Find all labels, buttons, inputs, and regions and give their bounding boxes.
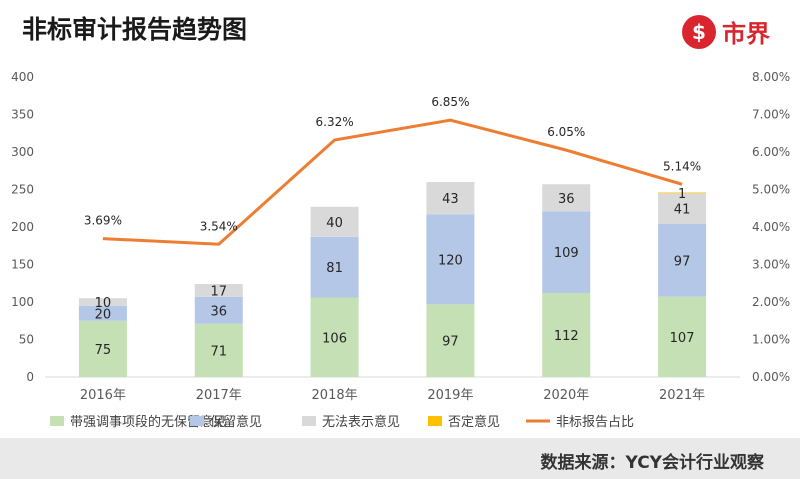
bar-value-label: 97	[442, 335, 459, 350]
y-right-tick-label: 3.00%	[752, 258, 790, 272]
legend-swatch	[302, 416, 316, 426]
bar-value-label: 17	[210, 284, 227, 299]
bar-value-label: 75	[95, 343, 112, 358]
x-tick-label: 2021年	[659, 388, 705, 403]
bar-segment	[658, 192, 707, 194]
bar-value-label: 107	[670, 331, 695, 346]
legend-label: 带强调事项段的无保留意见	[70, 414, 226, 430]
bar-segment	[78, 298, 127, 306]
bar-segment	[542, 184, 591, 212]
bar-value-label: 81	[326, 261, 343, 276]
bar-value-label: 120	[438, 253, 463, 268]
title-bar: 非标审计报告趋势图 $ 市界	[0, 0, 800, 58]
legend-label: 无法表示意见	[322, 414, 400, 430]
bar-segment	[78, 305, 127, 321]
bar-segment	[658, 224, 707, 297]
footer-band	[0, 438, 800, 479]
y-right-tick-label: 7.00%	[752, 108, 790, 122]
bar-segment	[658, 193, 707, 224]
bar-segment	[542, 293, 591, 377]
bar-value-label: 40	[326, 216, 343, 231]
bar-segment	[194, 323, 243, 377]
legend-swatch	[190, 416, 204, 426]
y-right-tick-label: 1.00%	[752, 333, 790, 347]
x-tick-label: 2017年	[196, 388, 242, 403]
x-tick-label: 2018年	[312, 388, 358, 403]
y-left-tick-label: 400	[11, 70, 34, 84]
x-tick-label: 2019年	[427, 388, 473, 403]
bar-value-label: 10	[95, 296, 112, 311]
chart-title: 非标审计报告趋势图	[22, 15, 248, 44]
legend-label: 否定意见	[448, 414, 500, 430]
bar-segment	[542, 211, 591, 293]
bar-segment	[426, 304, 475, 377]
y-right-tick-label: 6.00%	[752, 145, 790, 159]
bar-segment	[426, 182, 475, 215]
y-left-tick-label: 100	[11, 295, 34, 309]
y-right-tick-label: 8.00%	[752, 70, 790, 84]
bar-value-label: 36	[210, 304, 227, 319]
x-tick-label: 2016年	[80, 388, 126, 403]
y-left-tick-label: 300	[11, 145, 34, 159]
bar-value-label: 1	[678, 187, 686, 202]
y-left-tick-label: 150	[11, 258, 34, 272]
bar-segment	[78, 320, 127, 377]
bar-value-label: 71	[210, 344, 227, 359]
bar-segment	[310, 297, 359, 377]
line-value-label: 3.54%	[200, 219, 238, 233]
legend-label: 非标报告占比	[556, 415, 634, 430]
bar-segment	[310, 206, 359, 237]
bar-segment	[426, 214, 475, 305]
legend-label: 保留意见	[210, 414, 262, 430]
x-tick-label: 2020年	[543, 388, 589, 403]
y-right-tick-label: 5.00%	[752, 183, 790, 197]
legend-swatch	[428, 416, 442, 426]
y-left-tick-label: 50	[19, 333, 34, 347]
y-right-tick-label: 0.00%	[752, 370, 790, 384]
bar-segment	[658, 296, 707, 377]
y-left-tick-label: 250	[11, 183, 34, 197]
line-value-label: 5.14%	[663, 159, 701, 173]
bar-value-label: 109	[554, 246, 579, 261]
bar-segment	[194, 284, 243, 297]
bar-value-label: 43	[442, 192, 459, 207]
bar-value-label: 36	[558, 192, 575, 207]
logo-icon: $	[682, 14, 716, 49]
y-left-tick-label: 0	[26, 370, 34, 384]
bar-segment	[310, 236, 359, 298]
line-value-label: 6.85%	[431, 95, 469, 109]
line-series-path	[102, 118, 683, 246]
bar-value-label: 106	[322, 331, 347, 346]
data-source: 数据来源：YCY会计行业观察	[540, 453, 765, 473]
bar-value-label: 20	[95, 307, 112, 322]
legend-swatch	[50, 416, 64, 426]
bar-value-label: 41	[674, 203, 691, 218]
y-right-tick-label: 4.00%	[752, 220, 790, 234]
bar-value-label: 112	[554, 329, 579, 344]
bar-value-label: 97	[674, 254, 691, 269]
line-value-label: 6.05%	[547, 125, 585, 139]
y-right-tick-label: 2.00%	[752, 295, 790, 309]
bar-segment	[194, 296, 243, 324]
y-left-tick-label: 200	[11, 220, 34, 234]
line-value-label: 6.32%	[316, 115, 354, 129]
logo-text: 市界	[722, 20, 770, 48]
y-left-tick-label: 350	[11, 108, 34, 122]
line-value-label: 3.69%	[84, 214, 122, 228]
brand-logo: $ 市界	[682, 14, 770, 49]
